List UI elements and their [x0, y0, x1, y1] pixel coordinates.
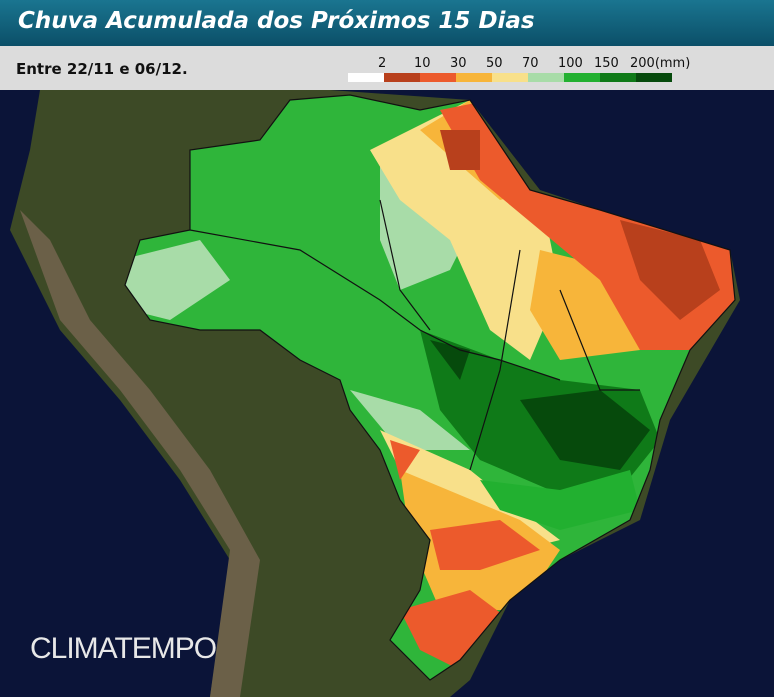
legend-label: 30	[450, 56, 467, 71]
legend-swatch	[636, 73, 672, 82]
legend-label: 200(mm)	[630, 56, 691, 71]
legend-swatch	[600, 73, 636, 82]
legend-swatch	[348, 73, 384, 82]
watermark: CLIMATEMPO	[30, 632, 217, 665]
title: Chuva Acumulada dos Próximos 15 Dias	[18, 8, 535, 34]
legend-label: 50	[486, 56, 503, 71]
andes	[20, 210, 260, 697]
border	[124, 94, 736, 681]
legend-swatch	[492, 73, 528, 82]
legend-label: 100	[558, 56, 583, 71]
title-bar: Chuva Acumulada dos Próximos 15 Dias	[0, 0, 774, 46]
subtitle: Entre 22/11 e 06/12.	[16, 60, 188, 78]
map	[10, 90, 740, 697]
legend-swatch	[528, 73, 564, 82]
legend-swatch	[564, 73, 600, 82]
legend-label: 10	[414, 56, 431, 71]
legend-swatch	[456, 73, 492, 82]
legend-label: 2	[378, 56, 387, 71]
legend-swatch	[384, 73, 420, 82]
legend-swatch	[420, 73, 456, 82]
legend-label: 150	[594, 56, 619, 71]
subtitle-bar: Entre 22/11 e 06/12. 2 10 30 50 70 100 150 200(…	[0, 46, 774, 90]
legend-label: 70	[522, 56, 539, 71]
